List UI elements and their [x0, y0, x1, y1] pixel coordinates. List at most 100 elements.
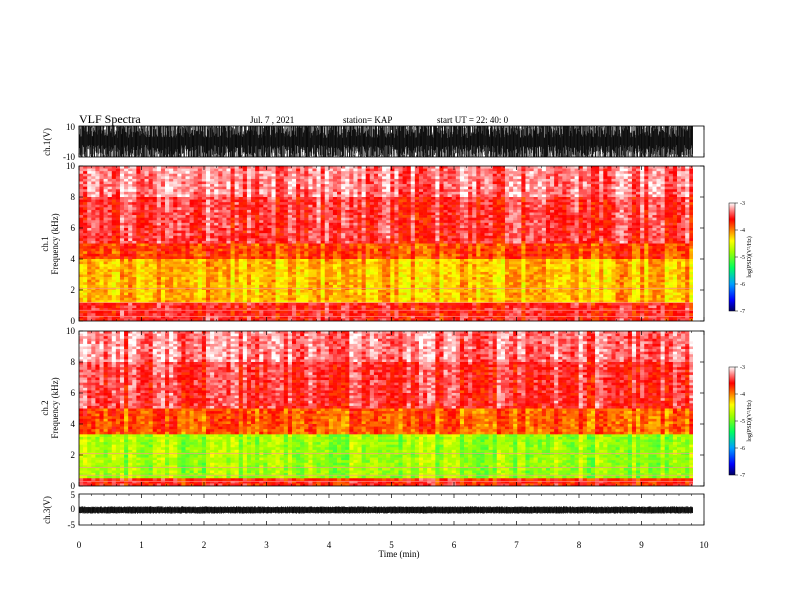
- ch1-spec-cell: [554, 220, 559, 224]
- ch1-spec-cell: [566, 184, 571, 187]
- ch1-spec-cell: [562, 235, 567, 239]
- ch1-spec-cell: [390, 181, 395, 185]
- ch1-spec-cell: [287, 176, 293, 180]
- ch1-spec-cell: [423, 166, 428, 169]
- ch1-spec-cell: [406, 199, 412, 203]
- ch1-spec-cell: [459, 178, 465, 182]
- ch1-spec-cell: [390, 222, 395, 226]
- ch1-spec-cell: [582, 171, 588, 175]
- ch1-spec-cell: [652, 173, 657, 177]
- ch1-spec-cell: [631, 222, 637, 226]
- ch1-spec-cell: [525, 243, 530, 247]
- ch1-spec-cell: [644, 168, 649, 172]
- ch1-spec-cell: [271, 191, 276, 195]
- ch1-spec-cell: [623, 212, 629, 216]
- ch1-spec-cell: [390, 233, 395, 237]
- ch1-spec-cell: [439, 176, 444, 180]
- ch1-spec-cell: [242, 178, 248, 182]
- ch1-spec-cell: [119, 171, 125, 175]
- ch1-spec-cell: [558, 186, 563, 190]
- ch1-spec-cell: [636, 225, 641, 229]
- ch1-spec-cell: [558, 199, 563, 203]
- ch1-spec-cell: [644, 181, 649, 185]
- ch1-spec-cell: [332, 189, 338, 193]
- ch1-spec-cell: [435, 189, 440, 193]
- ch1-spec-cell: [439, 181, 444, 185]
- ch1-spec-cell: [111, 240, 117, 244]
- ch1-spec-cell: [312, 168, 317, 172]
- ch1-spec-cell: [574, 209, 579, 213]
- ch1-spec-cell: [627, 204, 633, 208]
- ch1-spec-cell: [99, 168, 104, 172]
- ch1-spec-cell: [476, 194, 481, 198]
- ch1-spec-cell: [382, 225, 387, 229]
- ch1-spec-cell: [603, 197, 608, 200]
- ch1-spec-cell: [623, 166, 629, 169]
- ch1-spec-cell: [222, 186, 227, 190]
- ch1-spec-cell: [304, 235, 309, 239]
- ch1-spec-cell: [586, 189, 592, 193]
- ch1-spec-cell: [390, 199, 395, 203]
- ch1-spec-cell: [361, 166, 367, 169]
- ch1-spec-cell: [590, 173, 596, 177]
- ch1-spec-cell: [406, 240, 412, 244]
- ch1-spec-cell: [484, 207, 489, 211]
- ch1-spec-cell: [291, 173, 297, 177]
- ch1-spec-cell: [308, 178, 313, 182]
- ch1-spec-cell: [504, 166, 510, 169]
- ch1-spec-cell: [91, 235, 96, 239]
- ch1-spec-cell: [402, 207, 407, 211]
- ch1-spec-cell: [205, 238, 211, 242]
- ch1-spec-cell: [177, 199, 182, 203]
- ch1-spec-cell: [255, 176, 260, 180]
- ch1-spec-cell: [488, 225, 493, 229]
- ch1-spec-cell: [402, 194, 407, 198]
- ch1-spec-cell: [418, 240, 424, 244]
- ch1-spec-cell: [586, 191, 592, 195]
- ch1-spec-cell: [504, 240, 510, 244]
- ch1-spec-cell: [595, 235, 600, 239]
- ch1-spec-cell: [492, 228, 498, 231]
- ch1-spec-cell: [87, 173, 92, 177]
- ch1-spec-cell: [251, 233, 256, 237]
- ch1-spec-cell: [652, 217, 657, 221]
- ch1-spec-cell: [582, 240, 588, 244]
- ch1-spec-cell: [345, 230, 350, 234]
- ch1-spec-cell: [177, 215, 182, 218]
- ch1-spec-cell: [681, 212, 686, 216]
- ch1-spec-cell: [558, 176, 563, 180]
- ch1-spec-cell: [259, 238, 264, 242]
- ch1-spec-cell: [599, 233, 604, 237]
- ch1-spec-cell: [341, 168, 346, 172]
- ch1-spec-cell: [91, 248, 96, 252]
- ch1-spec-cell: [427, 202, 432, 206]
- ch1-spec-cell: [132, 194, 137, 198]
- ch1-spec-cell: [521, 225, 526, 229]
- ch1-spec-cell: [410, 194, 416, 198]
- ch1-spec-cell: [320, 171, 326, 175]
- ch1-spec-cell: [570, 233, 575, 237]
- ch1-spec-cell: [689, 202, 693, 206]
- ch1-spec-cell: [550, 178, 555, 182]
- ch1-spec-cell: [640, 181, 645, 185]
- ch1-spec-cell: [562, 230, 567, 234]
- ch1-spec-cell: [87, 238, 92, 242]
- ch1-spec-cell: [414, 225, 420, 229]
- ch1-spec-cell: [451, 199, 457, 203]
- ch1-spec-cell: [578, 171, 584, 175]
- ch1-spec-cell: [517, 235, 522, 239]
- ch1-spec-cell: [83, 171, 88, 175]
- ch1-spec-cell: [464, 230, 469, 234]
- ch1-spec-cell: [152, 176, 158, 180]
- ch1-spec-cell: [87, 181, 92, 185]
- ch1-spec-cell: [177, 238, 182, 242]
- ch1-spec-cell: [218, 228, 223, 231]
- ch1-spec-cell: [648, 171, 653, 175]
- ch1-spec-cell: [169, 209, 174, 213]
- ch1-spec-cell: [111, 217, 117, 221]
- ch1-spec-cell: [525, 181, 530, 185]
- ch1-spec-cell: [558, 217, 563, 221]
- ch1-spec-cell: [599, 238, 604, 242]
- ch1-spec-cell: [312, 225, 317, 229]
- ch1-spec-cell: [230, 199, 235, 203]
